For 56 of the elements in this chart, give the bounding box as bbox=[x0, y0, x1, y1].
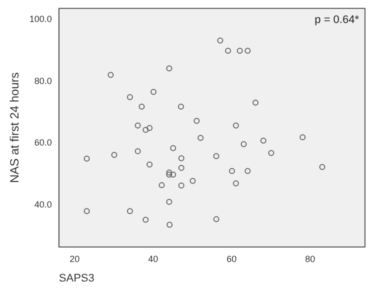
x-axis-title: SAPS3 bbox=[58, 272, 94, 284]
point bbox=[142, 126, 149, 133]
point bbox=[170, 145, 176, 152]
point bbox=[142, 216, 149, 223]
x-tick-label: 20 bbox=[70, 254, 80, 264]
point bbox=[138, 104, 145, 110]
point bbox=[170, 172, 176, 178]
point bbox=[84, 208, 90, 214]
annotation: p = 0.64* bbox=[314, 14, 360, 26]
point bbox=[166, 222, 173, 228]
y-tick-label: 60.0 bbox=[34, 138, 52, 148]
point bbox=[244, 48, 251, 54]
point bbox=[300, 134, 306, 140]
point bbox=[319, 164, 326, 170]
point bbox=[166, 65, 172, 72]
y-tick-label: 100.0 bbox=[29, 14, 52, 24]
x-tick-label: 60 bbox=[226, 254, 237, 264]
y-tick-label: 40.0 bbox=[34, 199, 52, 210]
point bbox=[213, 153, 220, 160]
point bbox=[190, 178, 196, 184]
point bbox=[225, 48, 232, 54]
point bbox=[232, 180, 239, 186]
point bbox=[84, 156, 90, 162]
point bbox=[158, 182, 165, 188]
point bbox=[126, 94, 133, 100]
point bbox=[178, 164, 184, 171]
point bbox=[178, 182, 184, 188]
point bbox=[244, 168, 251, 174]
point bbox=[260, 138, 266, 144]
point bbox=[213, 216, 220, 222]
point bbox=[252, 100, 259, 106]
point bbox=[178, 155, 184, 162]
point bbox=[166, 198, 172, 205]
y-axis-title: NAS at first 24 hours bbox=[8, 72, 22, 184]
point bbox=[146, 125, 153, 132]
point bbox=[236, 48, 243, 54]
point bbox=[108, 72, 114, 78]
point bbox=[232, 122, 239, 129]
point bbox=[240, 141, 247, 148]
point bbox=[134, 148, 141, 154]
x-tick-label: 80 bbox=[305, 254, 316, 264]
point bbox=[126, 208, 133, 214]
point bbox=[166, 172, 172, 178]
point bbox=[268, 150, 274, 156]
point bbox=[178, 104, 184, 110]
point bbox=[198, 134, 204, 141]
point bbox=[166, 170, 172, 176]
point bbox=[194, 118, 200, 124]
point bbox=[111, 152, 118, 158]
point bbox=[134, 122, 141, 129]
point bbox=[150, 88, 156, 95]
x-tick-label: 40 bbox=[148, 254, 158, 264]
point bbox=[228, 168, 235, 174]
y-tick-label: 80.0 bbox=[34, 76, 52, 86]
point bbox=[217, 38, 224, 44]
point bbox=[146, 161, 153, 168]
